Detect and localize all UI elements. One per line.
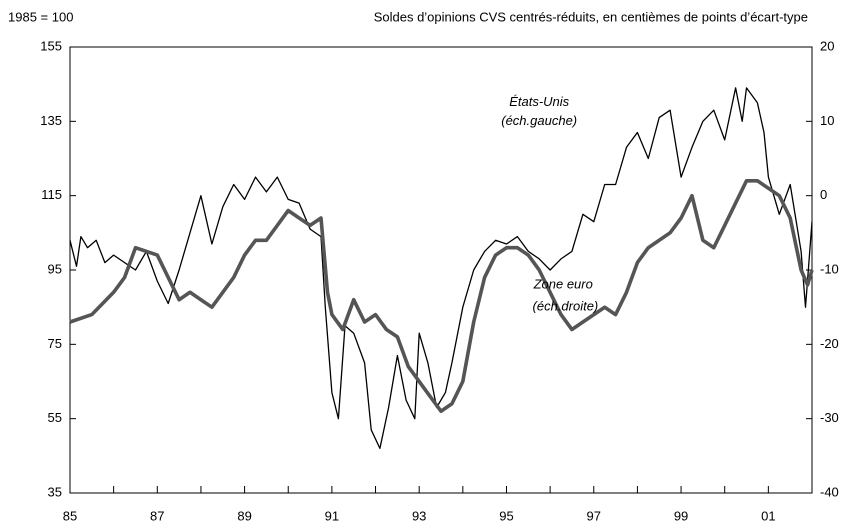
- x-tick-label: 97: [587, 508, 601, 523]
- x-tick-label: 01: [761, 508, 775, 523]
- y2-tick-label: -30: [820, 410, 839, 425]
- x-tick-label: 85: [63, 508, 77, 523]
- y2-tick-label: -20: [820, 336, 839, 351]
- y2-tick-label: -10: [820, 261, 839, 276]
- series-line: [69, 87, 813, 450]
- y-tick-label: 35: [48, 484, 62, 499]
- y-tick-label: 155: [40, 38, 62, 53]
- y-tick-label: 95: [48, 261, 62, 276]
- y2-tick-label: 10: [820, 113, 834, 128]
- annotation: Zone euro: [533, 276, 593, 291]
- annotation: États-Unis: [509, 94, 569, 109]
- right-axis-label: Soldes d’opinions CVS centrés-réduits, e…: [374, 9, 808, 24]
- y-tick-label: 55: [48, 410, 62, 425]
- x-tick-label: 99: [674, 508, 688, 523]
- x-tick-label: 95: [499, 508, 513, 523]
- x-tick-label: 91: [325, 508, 339, 523]
- series-line: [69, 179, 814, 413]
- x-tick-label: 87: [150, 508, 164, 523]
- plot-frame: [69, 46, 813, 494]
- y-tick-label: 135: [40, 113, 62, 128]
- y-tick-label: 75: [48, 336, 62, 351]
- annotation: (éch.gauche): [501, 113, 577, 128]
- x-tick-label: 89: [237, 508, 251, 523]
- y-tick-label: 115: [41, 187, 62, 202]
- x-tick-label: 93: [412, 508, 426, 523]
- left-axis-label: 1985 = 100: [8, 9, 73, 24]
- annotation: (éch.droite): [533, 299, 599, 314]
- y2-tick-label: 0: [820, 187, 827, 202]
- y2-tick-label: -40: [820, 484, 839, 499]
- y2-tick-label: 20: [820, 38, 834, 53]
